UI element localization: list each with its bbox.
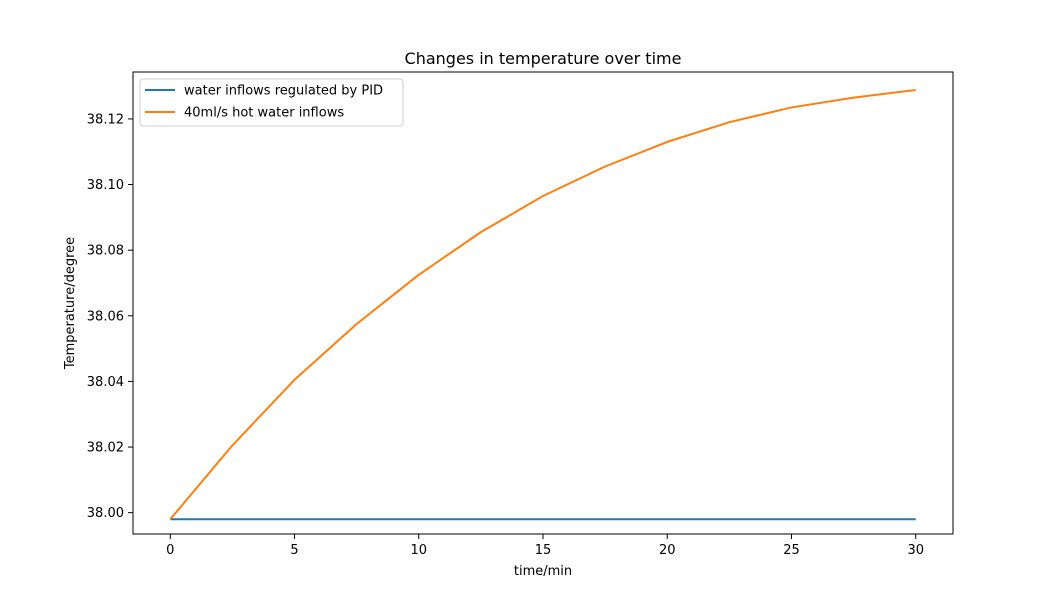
y-tick-label: 38.08 [87,244,124,259]
x-tick-label: 0 [166,543,174,558]
y-tick-label: 38.00 [87,506,124,521]
legend-box [139,78,404,127]
legend-label-1: water inflows regulated by PID [184,84,383,99]
y-axis: 38.00 38.02 38.04 38.06 38.08 38.10 38.12 [87,112,133,521]
legend-label-2: 40ml/s hot water inflows [184,106,344,121]
legend: water inflows regulated by PID 40ml/s hot… [139,78,404,127]
y-tick-label: 38.04 [87,375,124,390]
y-tick-label: 38.02 [87,441,124,456]
series-layer [169,89,916,521]
chart-title: Changes in temperature over time [405,49,682,68]
x-tick-label: 10 [410,543,427,558]
y-axis-label: Temperature/degree [63,237,78,370]
x-tick-label: 15 [535,543,552,558]
x-axis-label: time/min [514,564,572,579]
x-tick-label: 30 [907,543,924,558]
y-tick-label: 38.10 [87,178,124,193]
plot-area [133,72,953,534]
series-line-2 [169,89,916,520]
x-tick-label: 25 [783,543,800,558]
x-tick-label: 20 [659,543,676,558]
y-tick-label: 38.12 [87,112,124,127]
x-tick-label: 5 [290,543,298,558]
x-axis: 0 5 10 15 20 25 30 [166,534,924,558]
y-tick-label: 38.06 [87,309,124,324]
